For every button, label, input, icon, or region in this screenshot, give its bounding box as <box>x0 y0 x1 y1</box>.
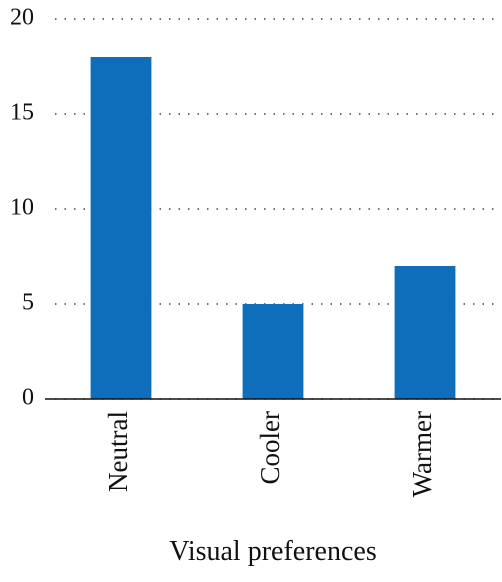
x-tick-label: Cooler <box>255 411 285 485</box>
x-axis-label: Visual preferences <box>169 536 376 567</box>
bar <box>394 266 456 399</box>
bar <box>90 57 152 399</box>
y-tick-label: 0 <box>22 385 34 411</box>
bar <box>242 304 304 399</box>
y-tick-label: 5 <box>22 290 34 316</box>
x-tick-label: Neutral <box>103 411 133 492</box>
y-tick-label: 15 <box>10 100 34 126</box>
y-tick-label: 10 <box>10 195 34 221</box>
y-tick-label: 20 <box>10 5 34 31</box>
x-tick-label: Warmer <box>407 411 437 497</box>
